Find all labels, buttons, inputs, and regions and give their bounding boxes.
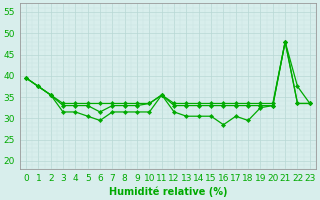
X-axis label: Humidité relative (%): Humidité relative (%) — [109, 186, 227, 197]
